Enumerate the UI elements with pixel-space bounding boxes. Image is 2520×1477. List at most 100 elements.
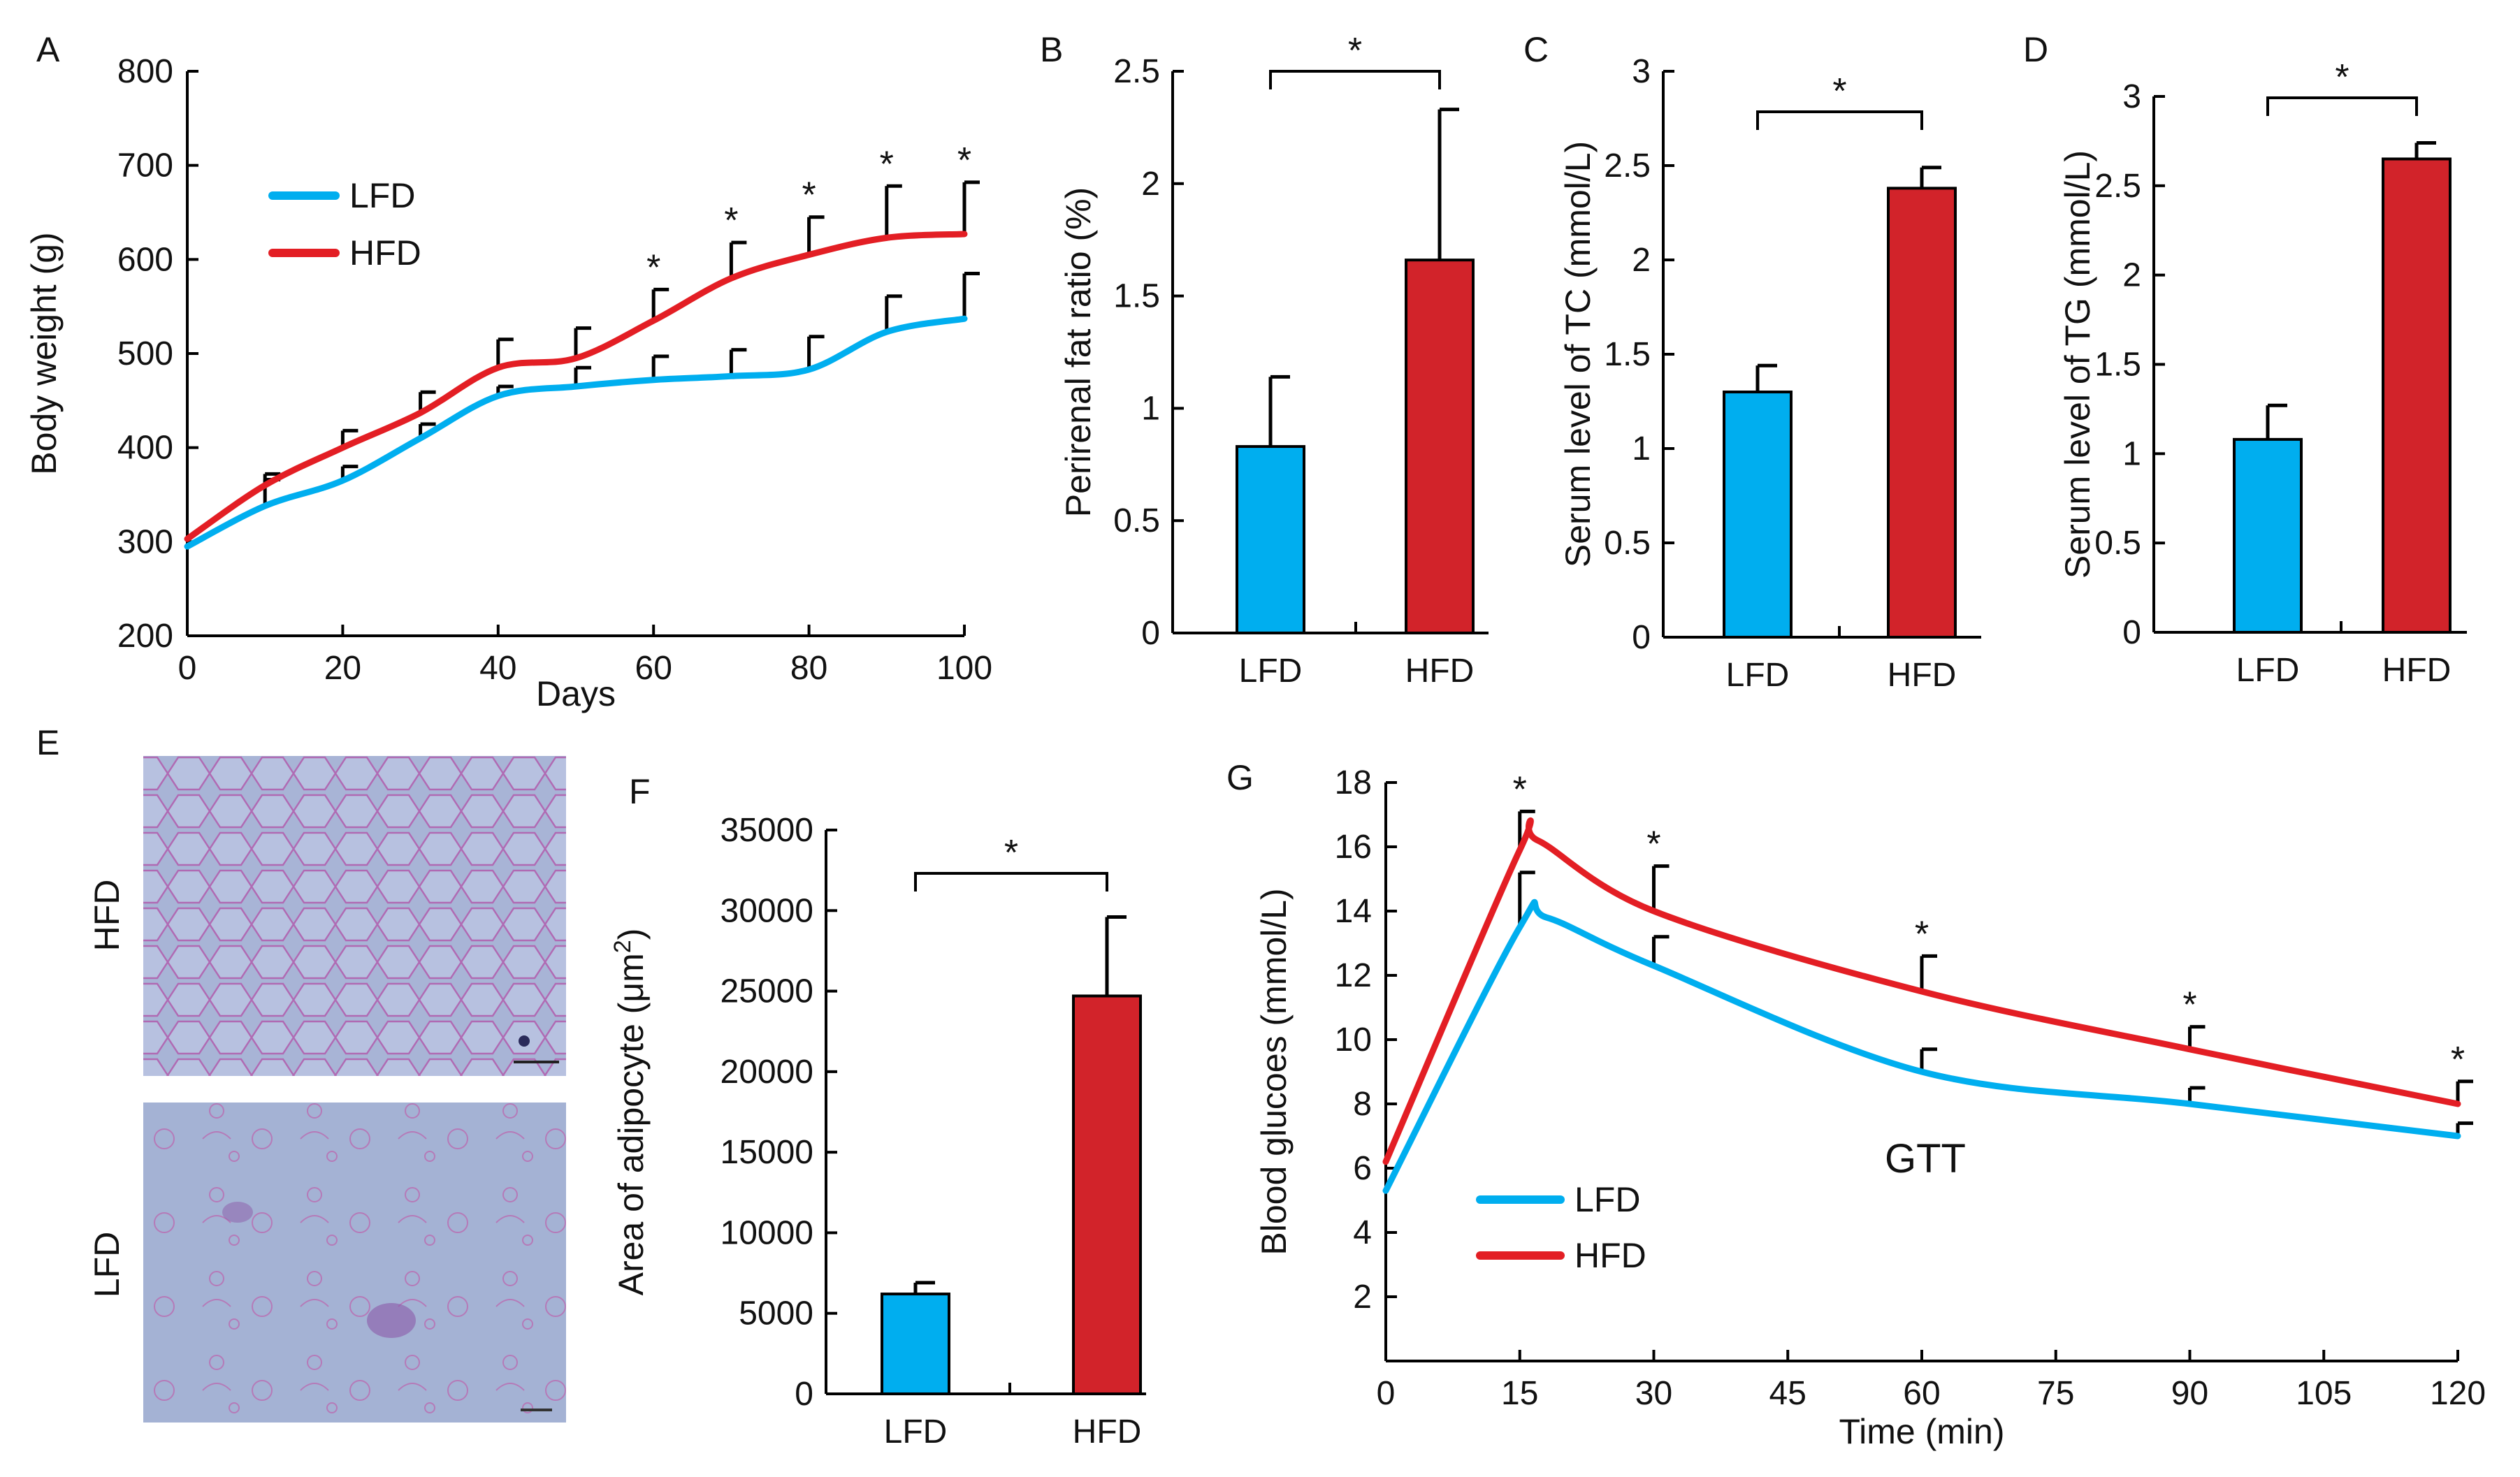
y-tick-label: 1.5 [1113, 278, 1160, 315]
x-tick-label: 0 [1377, 1375, 1396, 1412]
histology-lfd-label: LFD [87, 1232, 126, 1297]
significance-bracket [914, 872, 1108, 892]
significance-star: * [1348, 31, 1362, 71]
legend-label-hfd: HFD [1574, 1236, 1646, 1275]
y-tick-label: 10000 [720, 1214, 813, 1251]
y-tick-label: 3 [2122, 78, 2141, 115]
x-tick-label: 40 [479, 650, 516, 687]
y-tick-label: 1.5 [2094, 347, 2141, 384]
bar-hfd [1405, 259, 1475, 635]
y-tick-label: 1 [2122, 435, 2141, 472]
panel-letter-e: E [36, 723, 59, 762]
y-tick-label: 15000 [720, 1134, 813, 1171]
y-tick-label: 14 [1335, 893, 1372, 930]
significance-star: * [1004, 833, 1018, 873]
chart-c-serum-tc: 0 0.5 1 1.5 2 2.5 3 LFD HFD * Serum level of TC (m… [1558, 53, 1981, 694]
y-tick-label: 10 [1335, 1021, 1372, 1058]
y-tick-label: 20000 [720, 1054, 813, 1091]
y-tick-label: 30000 [720, 892, 813, 929]
panel-letter-a: A [36, 30, 60, 69]
series-line-lfd [184, 315, 968, 550]
chart-a-body-weight: 200 300 400 500 600 700 800 0 20 40 60 80 100 Days Bod… [24, 53, 992, 713]
y-tick-label: 0.5 [1604, 525, 1651, 562]
y-axis-label: Area of adipocyte (μm2) [609, 929, 651, 1296]
x-tick-label-hfd: HFD [1405, 653, 1475, 690]
y-tick-label: 1 [1141, 390, 1160, 427]
bar-lfd [1723, 391, 1793, 639]
panel-letter-f: F [629, 772, 651, 811]
x-tick-label: 75 [2037, 1375, 2074, 1412]
x-tick-label: 60 [635, 650, 672, 687]
y-tick-label: 200 [117, 618, 173, 655]
bar-hfd [2382, 157, 2452, 634]
x-tick-label-lfd: LFD [884, 1413, 948, 1450]
x-tick-label-hfd: HFD [1888, 657, 1957, 694]
y-tick-label: 35000 [720, 812, 813, 849]
y-tick-label: 6 [1353, 1150, 1372, 1187]
y-tick-label: 1.5 [1604, 336, 1651, 373]
x-tick-label: 105 [2296, 1375, 2352, 1412]
bar-hfd [1072, 994, 1142, 1395]
y-tick-label: 600 [117, 241, 173, 278]
x-axis-label: Days [536, 674, 616, 713]
significance-star: * [1513, 769, 1527, 810]
y-tick-label: 2 [2122, 257, 2141, 294]
y-tick-label: 2.5 [2094, 168, 2141, 205]
significance-bracket [1756, 110, 1923, 130]
chart-g-gtt: 2 4 6 8 10 12 14 16 18 0 15 30 45 60 75 90 105 120 Time (m… [1254, 764, 2486, 1451]
x-tick-label: 80 [790, 650, 827, 687]
y-tick-label: 25000 [720, 973, 813, 1010]
y-tick-label: 2 [1353, 1279, 1372, 1316]
legend-label-hfd: HFD [349, 233, 421, 272]
y-tick-label: 12 [1335, 957, 1372, 994]
x-tick-label: 30 [1635, 1375, 1672, 1412]
significance-bracket [1269, 70, 1441, 89]
y-axis-label-end: ) [611, 929, 651, 940]
y-axis-label: Serum level of TC (mmol/L) [1558, 141, 1598, 567]
panel-letter-d: D [2023, 30, 2048, 69]
significance-star: * [2335, 57, 2349, 98]
y-axis-label: Perirenal fat ratio (%) [1059, 187, 1098, 517]
significance-star: * [646, 247, 660, 288]
y-tick-label: 5000 [739, 1295, 813, 1332]
y-tick-label: 3 [1632, 53, 1651, 90]
panel-letter-c: C [1523, 30, 1549, 69]
bar-lfd [1236, 445, 1305, 635]
annotation-label: GTT [1885, 1136, 1966, 1181]
legend-label-lfd: LFD [1574, 1180, 1640, 1219]
series-line-lfd [1382, 898, 2461, 1194]
series-line-hfd [184, 231, 968, 542]
histology-hfd-image [143, 756, 566, 1076]
significance-star: * [2182, 985, 2196, 1026]
legend-label-lfd: LFD [349, 176, 415, 215]
y-tick-label: 0 [2122, 614, 2141, 651]
bar-lfd [2233, 437, 2303, 634]
significance-star: * [802, 175, 816, 216]
significance-bracket [2266, 96, 2418, 116]
y-tick-label: 700 [117, 147, 173, 184]
y-tick-label: 300 [117, 523, 173, 560]
x-tick-label: 100 [936, 650, 992, 687]
y-tick-label: 500 [117, 335, 173, 372]
y-tick-label: 4 [1353, 1214, 1372, 1251]
significance-star: * [1646, 824, 1660, 865]
bar-lfd [881, 1293, 950, 1395]
x-tick-label-hfd: HFD [1073, 1413, 1142, 1450]
y-tick-label: 0 [795, 1376, 813, 1413]
chart-f-adipocyte-area: 0 5000 10000 15000 20000 25000 30000 35000 LFD HF… [609, 812, 1146, 1450]
significance-star: * [1915, 914, 1929, 954]
y-axis-label: Serum level of TG (mmol/L) [2058, 150, 2097, 579]
y-tick-label: 2.5 [1113, 53, 1160, 90]
bar-hfd [1887, 187, 1957, 639]
y-tick-label: 1 [1632, 430, 1651, 467]
y-tick-label: 0.5 [2094, 525, 2141, 562]
y-tick-label: 800 [117, 53, 173, 90]
significance-star: * [880, 144, 894, 184]
x-axis-label: Time (min) [1839, 1412, 2004, 1451]
y-axis-label: Blood glucoes (mmol/L) [1254, 888, 1294, 1255]
y-axis-label: Body weight (g) [24, 232, 64, 474]
y-axis-label-superscript: 2 [609, 940, 636, 953]
y-tick-label: 0.5 [1113, 502, 1160, 539]
series-line-hfd [1382, 817, 2461, 1165]
x-tick-label: 90 [2171, 1375, 2208, 1412]
